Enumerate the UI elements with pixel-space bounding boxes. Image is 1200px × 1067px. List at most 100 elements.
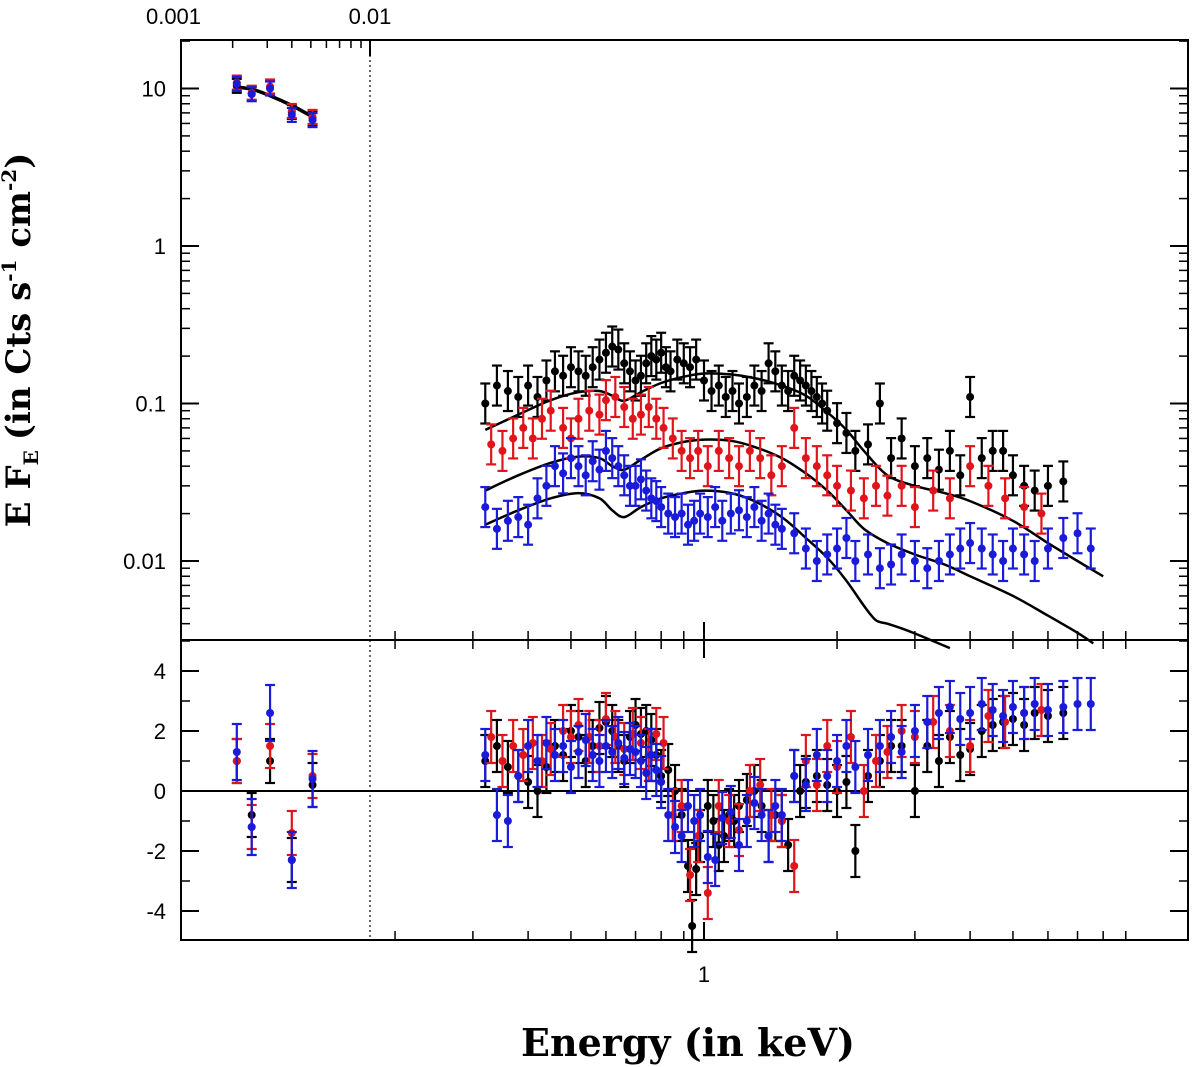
data-point bbox=[692, 355, 701, 364]
data-point bbox=[694, 446, 703, 455]
spectrum-xray-point-blue bbox=[565, 437, 576, 480]
residual-xray-point-blue bbox=[832, 733, 843, 789]
data-point bbox=[492, 742, 501, 750]
data-point bbox=[875, 399, 884, 408]
residual-xray-point-blue bbox=[725, 784, 736, 840]
data-point bbox=[498, 446, 507, 455]
spectrum-xray-point-black bbox=[1029, 469, 1040, 512]
residual-xray-point-blue bbox=[998, 688, 1009, 744]
spectrum-xray-point-black bbox=[811, 375, 822, 419]
spectrum-xray-point-blue bbox=[776, 507, 787, 550]
spectrum-xray-point-red bbox=[527, 417, 538, 460]
spectrum-xray-point-red bbox=[610, 375, 621, 419]
spectrum-xray-point-black bbox=[763, 342, 774, 385]
data-point bbox=[851, 847, 860, 855]
data-point bbox=[984, 481, 993, 490]
data-point bbox=[833, 481, 842, 490]
y-axis-title: E FE (in Cts s-1 cm-2) bbox=[0, 153, 43, 528]
spectrum-xray-point-red bbox=[558, 406, 569, 449]
data-point bbox=[595, 410, 604, 419]
data-point bbox=[503, 387, 512, 396]
data-point bbox=[595, 465, 604, 474]
spectrum-xray-point-blue bbox=[646, 477, 657, 520]
data-point bbox=[1008, 471, 1017, 480]
spectrum-xray-point-blue bbox=[886, 543, 897, 586]
data-point bbox=[700, 376, 708, 385]
data-point bbox=[1020, 550, 1029, 559]
data-point bbox=[1073, 529, 1082, 538]
residual-xray-point-blue bbox=[630, 724, 641, 780]
data-point bbox=[790, 423, 799, 432]
spectrum-xray-point-black bbox=[756, 369, 767, 413]
data-point bbox=[559, 423, 568, 432]
data-point bbox=[812, 462, 821, 471]
data-point bbox=[703, 853, 712, 861]
data-point bbox=[677, 802, 686, 810]
residual-xray-point-blue bbox=[1029, 676, 1040, 732]
residual-xray-point-black bbox=[850, 823, 861, 879]
spectrum-xray-point-blue bbox=[976, 527, 987, 570]
spectrum-xray-point-black bbox=[600, 331, 611, 374]
data-point bbox=[601, 446, 610, 455]
data-point bbox=[872, 481, 881, 490]
spectrum-xray-point-red bbox=[858, 477, 869, 520]
data-point bbox=[721, 392, 730, 401]
spectrum-xray-point-black bbox=[886, 437, 897, 480]
residual-xray-point-blue bbox=[776, 787, 787, 843]
data-point bbox=[608, 454, 617, 463]
residual-xray-point-red bbox=[508, 718, 519, 774]
data-point bbox=[984, 712, 993, 720]
data-point bbox=[601, 396, 610, 405]
data-point bbox=[690, 516, 699, 525]
data-point bbox=[812, 751, 821, 759]
data-point bbox=[801, 544, 810, 553]
data-point bbox=[956, 715, 965, 723]
data-point bbox=[718, 814, 727, 822]
spectrum-xray-point-blue bbox=[710, 485, 721, 529]
data-point bbox=[703, 462, 712, 471]
data-point bbox=[679, 359, 688, 368]
residual-xray-point-blue bbox=[491, 787, 502, 843]
data-point bbox=[999, 712, 1008, 720]
spectrum-xray-point-blue bbox=[695, 492, 706, 535]
data-point bbox=[801, 781, 810, 789]
data-point bbox=[742, 392, 751, 401]
residual-uv-point-blue bbox=[265, 683, 276, 743]
y-title-sub: E bbox=[19, 450, 43, 465]
data-point bbox=[910, 503, 919, 512]
data-point bbox=[692, 865, 701, 873]
residual-xray-point-blue bbox=[689, 793, 700, 849]
data-point bbox=[620, 359, 629, 368]
spectrum-xray-point-black bbox=[672, 338, 683, 381]
data-point bbox=[757, 387, 766, 396]
data-point bbox=[934, 465, 943, 474]
data-point bbox=[588, 363, 597, 372]
data-point bbox=[864, 550, 873, 559]
residual-xray-point-blue bbox=[502, 793, 513, 849]
spectrum-xray-point-black bbox=[933, 448, 944, 491]
spectrum-xray-point-blue bbox=[670, 495, 681, 539]
residual-xray-point-blue bbox=[1072, 676, 1083, 732]
spectrum-xray-point-black bbox=[741, 375, 752, 419]
spectrum-xray-point-black bbox=[776, 364, 787, 407]
spectrum-xray-point-blue bbox=[863, 533, 874, 576]
data-point bbox=[777, 381, 786, 390]
data-point bbox=[966, 709, 975, 717]
data-point bbox=[945, 703, 954, 711]
data-point bbox=[642, 486, 651, 495]
data-point bbox=[481, 503, 490, 512]
data-point bbox=[524, 742, 533, 750]
spectrum-xray-point-blue bbox=[532, 477, 543, 520]
data-point bbox=[642, 359, 651, 368]
residual-xray-point-blue bbox=[863, 727, 874, 783]
residual-xray-point-blue bbox=[896, 724, 907, 780]
spectrum-xray-point-black bbox=[720, 375, 731, 419]
data-point bbox=[846, 486, 855, 495]
residual-xray-point-blue bbox=[676, 808, 687, 864]
spectrum-xray-point-red bbox=[928, 469, 939, 512]
data-point bbox=[718, 516, 727, 525]
spectrum-xray-point-blue bbox=[944, 533, 955, 576]
data-point bbox=[875, 564, 884, 573]
data-point bbox=[542, 739, 551, 747]
data-point bbox=[790, 772, 799, 780]
